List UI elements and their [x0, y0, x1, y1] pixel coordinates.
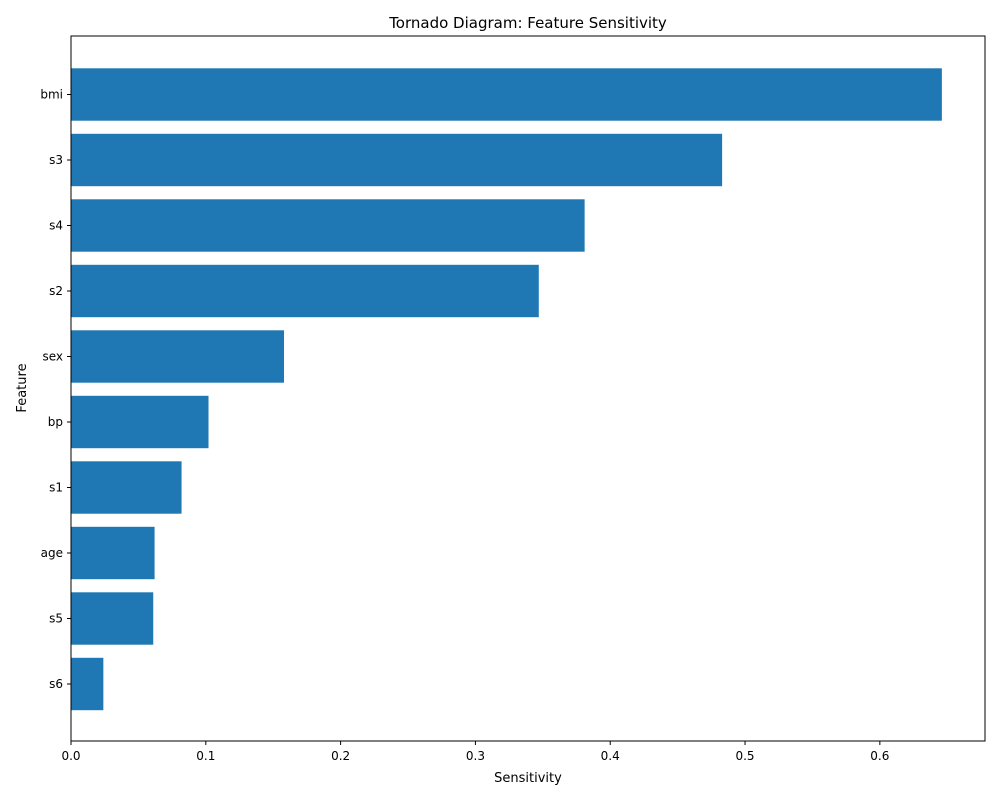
bar-bmi	[71, 68, 942, 121]
bars-group	[71, 68, 942, 711]
y-tick-label: s5	[49, 612, 63, 626]
bar-s5	[71, 592, 154, 645]
bar-s4	[71, 199, 585, 252]
y-tick-label: sex	[42, 350, 63, 364]
x-ticks-group: 0.0 0.1 0.2 0.3 0.4 0.5 0.6	[61, 741, 889, 763]
y-tick-label: s3	[49, 153, 63, 167]
x-tick-label: 0.4	[601, 749, 620, 763]
y-tick-label: bp	[48, 415, 63, 429]
x-tick-label: 0.0	[61, 749, 80, 763]
bar-s2	[71, 264, 539, 318]
y-axis-label: Feature	[15, 363, 30, 412]
bar-s1	[71, 461, 182, 514]
bar-bp	[71, 395, 209, 449]
bar-s3	[71, 133, 723, 187]
x-tick-label: 0.1	[196, 749, 215, 763]
bar-sex	[71, 330, 284, 383]
bar-age	[71, 526, 155, 580]
x-tick-label: 0.3	[466, 749, 485, 763]
x-tick-label: 0.2	[331, 749, 350, 763]
y-ticks-group: bmi s3 s4 s2 sex bp s1 age s5 s6	[40, 88, 71, 691]
x-tick-label: 0.6	[870, 749, 889, 763]
plot-frame	[70, 35, 986, 742]
y-tick-label: age	[41, 546, 63, 560]
y-tick-label: bmi	[40, 88, 63, 102]
bar-s6	[71, 657, 104, 711]
y-tick-label: s4	[49, 219, 63, 233]
chart-title: Tornado Diagram: Feature Sensitivity	[388, 14, 667, 32]
x-axis-label: Sensitivity	[494, 771, 562, 786]
x-tick-label: 0.5	[735, 749, 754, 763]
y-tick-label: s6	[49, 677, 63, 691]
y-tick-label: s1	[49, 481, 63, 495]
y-tick-label: s2	[49, 284, 63, 298]
